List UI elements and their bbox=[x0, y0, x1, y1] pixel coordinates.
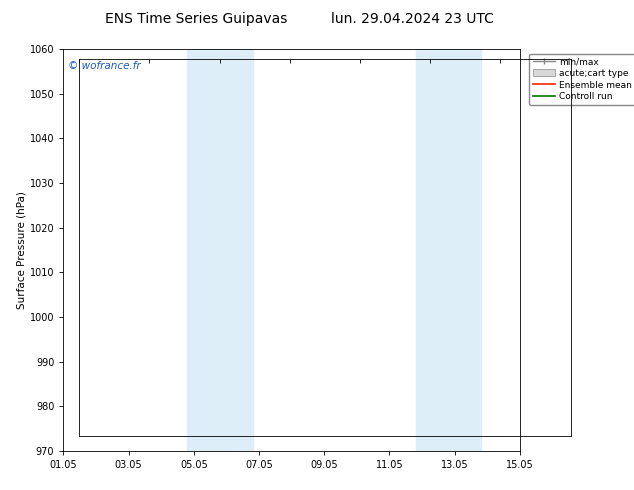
Text: ENS Time Series Guipavas: ENS Time Series Guipavas bbox=[105, 12, 288, 26]
Y-axis label: Surface Pressure (hPa): Surface Pressure (hPa) bbox=[17, 189, 27, 306]
Bar bbox=[212, 59, 283, 436]
Legend: min/max, acute;cart type, Ensemble mean run, Controll run: min/max, acute;cart type, Ensemble mean … bbox=[580, 63, 634, 115]
Text: © wofrance.fr: © wofrance.fr bbox=[84, 70, 157, 80]
Bar bbox=[458, 59, 529, 436]
Text: lun. 29.04.2024 23 UTC: lun. 29.04.2024 23 UTC bbox=[331, 12, 493, 26]
